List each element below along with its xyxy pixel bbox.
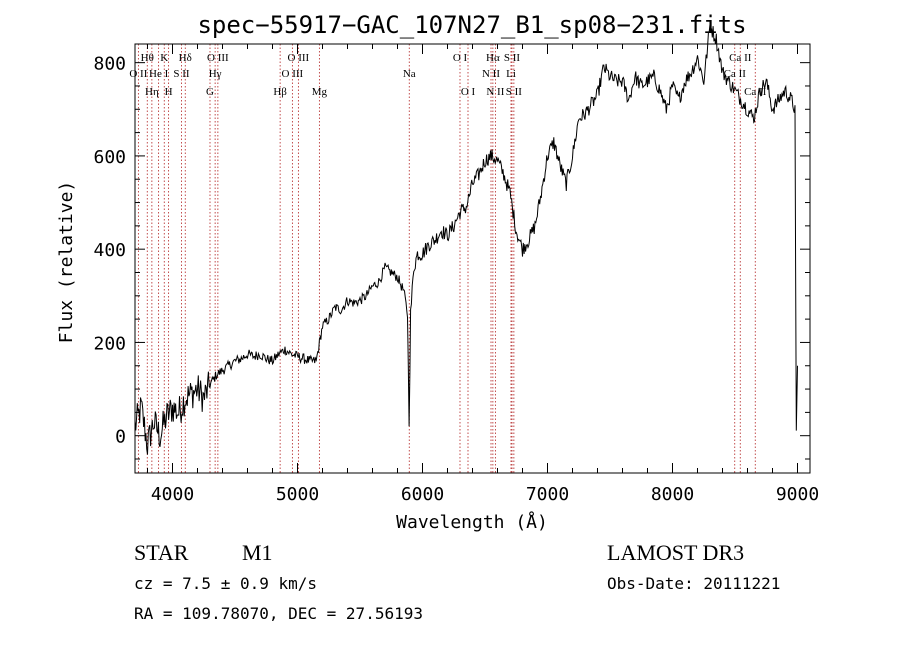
x-tick-label: 5000 bbox=[276, 484, 319, 505]
line-label: G bbox=[206, 86, 214, 98]
object-class: STAR bbox=[134, 540, 189, 565]
line-label: S II bbox=[173, 68, 190, 80]
y-axis-ticks: 0 200 400 600 800 bbox=[93, 54, 810, 460]
line-label: Na bbox=[403, 68, 416, 80]
line-label: O III bbox=[207, 52, 229, 64]
object-subclass: M1 bbox=[242, 540, 273, 565]
y-tick-label: 200 bbox=[93, 333, 126, 354]
line-label: S II bbox=[504, 52, 521, 64]
x-axis-label: Wavelength (Å) bbox=[396, 511, 548, 533]
redshift-velocity: cz = 7.5 ± 0.9 km/s bbox=[134, 574, 318, 593]
y-tick-label: 600 bbox=[93, 147, 126, 168]
line-label: O III bbox=[288, 52, 310, 64]
line-label: Hη bbox=[145, 86, 159, 98]
line-label: H bbox=[165, 86, 173, 98]
line-label: Li bbox=[506, 68, 516, 80]
line-label: Mg bbox=[312, 86, 328, 98]
line-label: S II bbox=[506, 86, 523, 98]
sky-coordinates: RA = 109.78070, DEC = 27.56193 bbox=[134, 604, 423, 623]
y-tick-label: 800 bbox=[93, 54, 126, 75]
x-axis-ticks: 4000 5000 6000 7000 8000 9000 bbox=[147, 44, 819, 505]
x-tick-label: 8000 bbox=[651, 484, 694, 505]
x-tick-label: 7000 bbox=[526, 484, 569, 505]
plot-frame bbox=[134, 43, 811, 474]
survey-name: LAMOST DR3 bbox=[607, 540, 745, 565]
chart-title: spec−55917−GAC_107N27_B1_sp08−231.fits bbox=[197, 11, 746, 39]
line-label: Ca II bbox=[744, 86, 767, 98]
line-label: He I bbox=[149, 68, 169, 80]
observation-date: Obs-Date: 20111221 bbox=[607, 574, 781, 593]
line-label: Hδ bbox=[179, 52, 192, 64]
line-label: O I bbox=[453, 52, 468, 64]
line-label: Hγ bbox=[209, 68, 222, 80]
line-label: Ca II bbox=[729, 52, 752, 64]
line-label: N II bbox=[482, 68, 500, 80]
line-label: K bbox=[160, 52, 168, 64]
x-tick-label: 4000 bbox=[151, 484, 194, 505]
line-label: Hβ bbox=[273, 86, 287, 98]
y-tick-label: 400 bbox=[93, 240, 126, 261]
line-label: Hα bbox=[486, 52, 500, 64]
emission-line-markers bbox=[137, 44, 756, 473]
line-label: O I bbox=[461, 86, 476, 98]
y-axis-label: Flux (relative) bbox=[56, 181, 77, 344]
flux-series-line bbox=[134, 24, 798, 455]
x-tick-label: 9000 bbox=[776, 484, 819, 505]
y-tick-label: 0 bbox=[115, 427, 126, 448]
line-label: O III bbox=[282, 68, 304, 80]
line-label: N II bbox=[486, 86, 504, 98]
line-label: O II bbox=[129, 68, 147, 80]
line-label: Hθ bbox=[141, 52, 154, 64]
x-tick-label: 6000 bbox=[401, 484, 444, 505]
